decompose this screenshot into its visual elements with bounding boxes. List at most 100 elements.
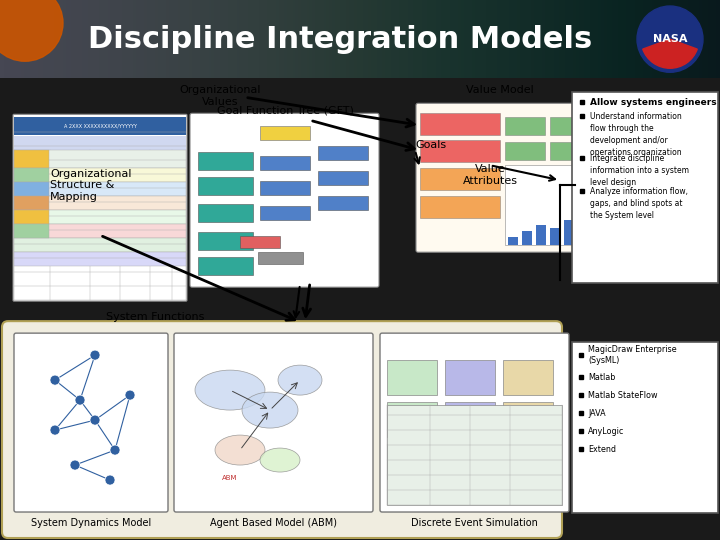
FancyBboxPatch shape bbox=[572, 342, 718, 513]
Bar bbox=[14, 252, 186, 266]
Circle shape bbox=[90, 350, 100, 360]
Bar bbox=[198, 152, 253, 170]
Bar bbox=[420, 196, 500, 218]
Bar bbox=[564, 220, 574, 245]
Bar bbox=[445, 444, 495, 479]
Text: Extend: Extend bbox=[588, 444, 616, 454]
Text: Organizational
Values: Organizational Values bbox=[179, 85, 261, 107]
Circle shape bbox=[90, 415, 100, 425]
Bar bbox=[260, 126, 310, 140]
Bar bbox=[387, 444, 437, 479]
Text: A 2XXX XXXXXXXXXX/YYYYYY: A 2XXX XXXXXXXXXX/YYYYYY bbox=[63, 124, 137, 129]
Bar bbox=[505, 117, 545, 135]
Text: Discipline Integration Models: Discipline Integration Models bbox=[88, 25, 592, 53]
Text: Value
Attributes: Value Attributes bbox=[462, 165, 518, 186]
Ellipse shape bbox=[215, 435, 265, 465]
Bar bbox=[14, 136, 186, 150]
Bar bbox=[387, 360, 437, 395]
Text: Integrate discipline
information into a system
level design: Integrate discipline information into a … bbox=[590, 154, 689, 187]
Bar bbox=[503, 444, 553, 479]
Circle shape bbox=[0, 0, 63, 61]
FancyBboxPatch shape bbox=[2, 321, 562, 538]
Bar bbox=[14, 168, 49, 182]
Circle shape bbox=[75, 395, 85, 405]
Bar bbox=[387, 405, 562, 505]
Bar bbox=[420, 113, 500, 135]
Bar bbox=[505, 142, 545, 160]
Ellipse shape bbox=[242, 392, 298, 428]
FancyBboxPatch shape bbox=[416, 103, 610, 252]
FancyBboxPatch shape bbox=[190, 113, 379, 287]
Circle shape bbox=[70, 460, 80, 470]
Bar bbox=[503, 402, 553, 437]
Bar bbox=[260, 206, 310, 220]
Circle shape bbox=[50, 375, 60, 385]
Text: System Dynamics Model: System Dynamics Model bbox=[31, 518, 151, 528]
Text: Matlab StateFlow: Matlab StateFlow bbox=[588, 390, 657, 400]
Circle shape bbox=[105, 475, 115, 485]
Bar bbox=[14, 238, 186, 252]
Text: Value Model: Value Model bbox=[466, 85, 534, 95]
Bar bbox=[445, 360, 495, 395]
Text: Agent Based Model (ABM): Agent Based Model (ABM) bbox=[210, 518, 336, 528]
Bar bbox=[198, 204, 253, 222]
Bar bbox=[387, 402, 437, 437]
Text: Goals: Goals bbox=[415, 140, 446, 150]
Text: Goal Function Tree (GFT): Goal Function Tree (GFT) bbox=[217, 105, 354, 115]
Bar bbox=[14, 150, 186, 168]
Ellipse shape bbox=[260, 448, 300, 472]
Bar bbox=[14, 210, 49, 224]
Text: Understand information
flow through the
development and/or
operations organizati: Understand information flow through the … bbox=[590, 112, 682, 157]
Bar bbox=[420, 168, 500, 190]
Bar bbox=[260, 156, 310, 170]
Bar bbox=[445, 402, 495, 437]
Bar bbox=[318, 171, 368, 185]
Bar bbox=[260, 181, 310, 195]
Circle shape bbox=[125, 390, 135, 400]
Bar bbox=[14, 150, 49, 168]
Bar bbox=[258, 252, 303, 264]
Text: Matlab: Matlab bbox=[588, 373, 616, 382]
Bar bbox=[14, 210, 186, 224]
Bar bbox=[14, 182, 49, 196]
Bar bbox=[550, 142, 590, 160]
Bar bbox=[198, 177, 253, 195]
Bar bbox=[505, 165, 605, 245]
Text: Organizational
Structure &
Mapping: Organizational Structure & Mapping bbox=[50, 168, 132, 202]
Bar bbox=[14, 168, 186, 182]
Circle shape bbox=[640, 9, 700, 69]
Bar bbox=[14, 196, 49, 210]
Text: Discrete Event Simulation: Discrete Event Simulation bbox=[410, 518, 537, 528]
Bar bbox=[522, 231, 532, 245]
Bar bbox=[550, 117, 590, 135]
Text: NASA: NASA bbox=[653, 34, 688, 44]
Bar bbox=[240, 236, 280, 248]
Text: JAVA: JAVA bbox=[588, 409, 606, 417]
Bar bbox=[503, 360, 553, 395]
Circle shape bbox=[50, 425, 60, 435]
Circle shape bbox=[110, 445, 120, 455]
Bar bbox=[508, 237, 518, 245]
Bar bbox=[420, 140, 500, 162]
Bar bbox=[578, 223, 588, 245]
Bar bbox=[536, 225, 546, 245]
Bar bbox=[14, 117, 186, 135]
Bar bbox=[14, 224, 186, 238]
Bar bbox=[14, 224, 49, 238]
FancyBboxPatch shape bbox=[174, 333, 373, 512]
Text: MagicDraw Enterprise
(SysML): MagicDraw Enterprise (SysML) bbox=[588, 346, 677, 365]
Wedge shape bbox=[643, 39, 697, 68]
Bar bbox=[198, 232, 253, 250]
Text: Allow systems engineers to:: Allow systems engineers to: bbox=[590, 98, 720, 107]
Bar bbox=[198, 257, 253, 275]
Bar bbox=[550, 228, 560, 245]
Text: System Functions: System Functions bbox=[106, 312, 204, 322]
Text: ABM: ABM bbox=[222, 475, 238, 481]
FancyBboxPatch shape bbox=[572, 92, 718, 283]
Circle shape bbox=[637, 6, 703, 72]
FancyBboxPatch shape bbox=[13, 114, 187, 301]
Bar bbox=[14, 182, 186, 196]
Ellipse shape bbox=[278, 365, 322, 395]
Ellipse shape bbox=[195, 370, 265, 410]
Text: AnyLogic: AnyLogic bbox=[588, 427, 624, 436]
